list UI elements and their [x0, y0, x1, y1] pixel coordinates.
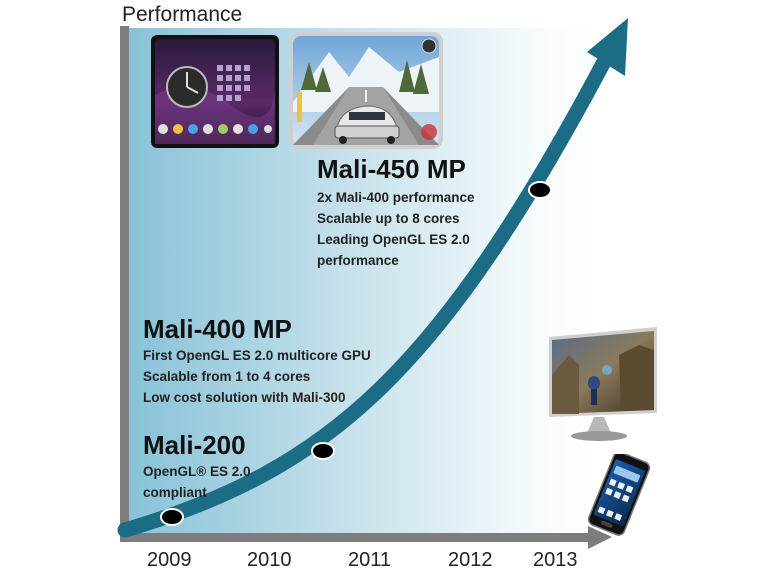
x-tick-2010: 2010: [247, 549, 292, 571]
x-axis: [120, 533, 588, 542]
x-tick-2012: 2012: [448, 549, 493, 571]
smart-tv-game-image: [549, 327, 657, 441]
mali-400-title: Mali-400 MP: [143, 314, 292, 344]
mali-400-line-3: Low cost solution with Mali-300: [143, 390, 346, 405]
mali-450-line-3: Leading OpenGL ES 2.0: [317, 232, 470, 247]
milestone-dot-mali-400: [311, 442, 335, 460]
y-axis: [120, 26, 129, 542]
y-axis-title: Performance: [122, 3, 243, 26]
milestone-dot-mali-450: [528, 181, 552, 199]
tablet-home-screen-image: [151, 35, 279, 148]
growth-curve-arrowhead: [587, 18, 628, 76]
milestone-dot-mali-200: [160, 508, 184, 526]
mali-450-title: Mali-450 MP: [317, 154, 466, 184]
mali-200-line-2: compliant: [143, 485, 207, 500]
mali-450-line-4: performance: [317, 253, 399, 268]
mali-400-line-2: Scalable from 1 to 4 cores: [143, 369, 311, 384]
mali-200-title: Mali-200: [143, 430, 246, 460]
mali-200-description: OpenGL® ES 2.0 compliant: [143, 461, 250, 503]
mali-200-line-1: OpenGL® ES 2.0: [143, 464, 251, 479]
growth-curve: [117, 52, 613, 538]
mali-400-description: First OpenGL ES 2.0 multicore GPU Scalab…: [143, 345, 371, 408]
x-tick-2009: 2009: [147, 549, 192, 571]
mali-450-line-1: 2x Mali-400 performance: [317, 190, 475, 205]
mali-400-line-1: First OpenGL ES 2.0 multicore GPU: [143, 348, 371, 363]
smartphone-image: [587, 454, 651, 536]
racing-game-screenshot: [289, 32, 443, 149]
mali-450-description: 2x Mali-400 performance Scalable up to 8…: [317, 187, 475, 271]
x-tick-2011: 2011: [348, 549, 392, 571]
x-axis-arrowhead: [588, 526, 612, 549]
mali-450-line-2: Scalable up to 8 cores: [317, 211, 460, 226]
x-tick-2013: 2013: [533, 549, 578, 571]
